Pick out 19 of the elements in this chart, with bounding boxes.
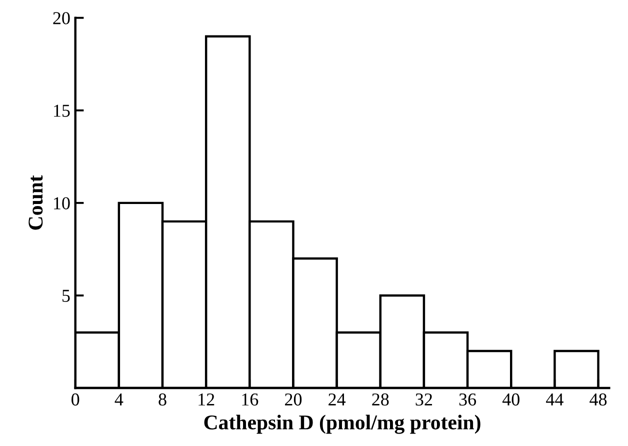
x-tick-label: 24 bbox=[328, 393, 346, 406]
y-axis-title: Count bbox=[28, 175, 43, 230]
x-tick-label: 4 bbox=[114, 394, 124, 406]
x-tick-label: 8 bbox=[158, 393, 166, 406]
x-tick-label: 36 bbox=[459, 393, 476, 406]
x-axis-title: Cathepsin D (pmol/mg protein) bbox=[204, 414, 480, 434]
x-tick-label: 48 bbox=[590, 393, 607, 406]
y-tick-label: 5 bbox=[62, 290, 70, 302]
x-tick-label: 12 bbox=[198, 393, 214, 406]
x-tick-label: 32 bbox=[416, 393, 432, 406]
x-tick-label: 28 bbox=[372, 393, 389, 406]
x-tick-label: 0 bbox=[72, 393, 80, 406]
y-tick-label: 10 bbox=[54, 197, 70, 210]
x-tick-label: 40 bbox=[502, 393, 520, 406]
y-tick-label: 20 bbox=[53, 12, 70, 24]
x-tick-label: 20 bbox=[285, 393, 302, 406]
x-tick-label: 44 bbox=[546, 394, 564, 406]
x-tick-label: 16 bbox=[242, 393, 258, 406]
y-tick-label: 15 bbox=[54, 104, 70, 117]
